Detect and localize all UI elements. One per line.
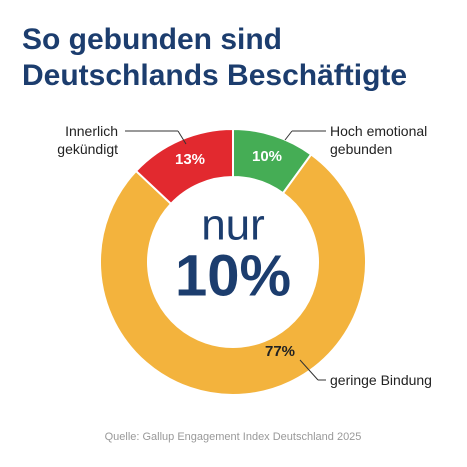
category-label: Innerlich gekündigt (57, 123, 118, 157)
value-label: 77% (265, 343, 295, 360)
category-label: Hoch emotional gebunden (330, 123, 428, 157)
value-label: 10% (252, 148, 282, 165)
category-label: geringe Bindung (330, 372, 432, 388)
chart-title: So gebunden sind Deutschlands Beschäftig… (22, 23, 408, 92)
source: Quelle: Gallup Engagement Index Deutschl… (105, 431, 362, 443)
leader-line (177, 130, 187, 145)
center-text: nur (201, 201, 265, 250)
donut-slice (134, 127, 234, 206)
donut-slice (99, 153, 367, 396)
value-label: 13% (175, 151, 205, 168)
leader-line (284, 130, 293, 141)
leader-line (299, 359, 319, 381)
center-text: 10% (175, 243, 291, 308)
